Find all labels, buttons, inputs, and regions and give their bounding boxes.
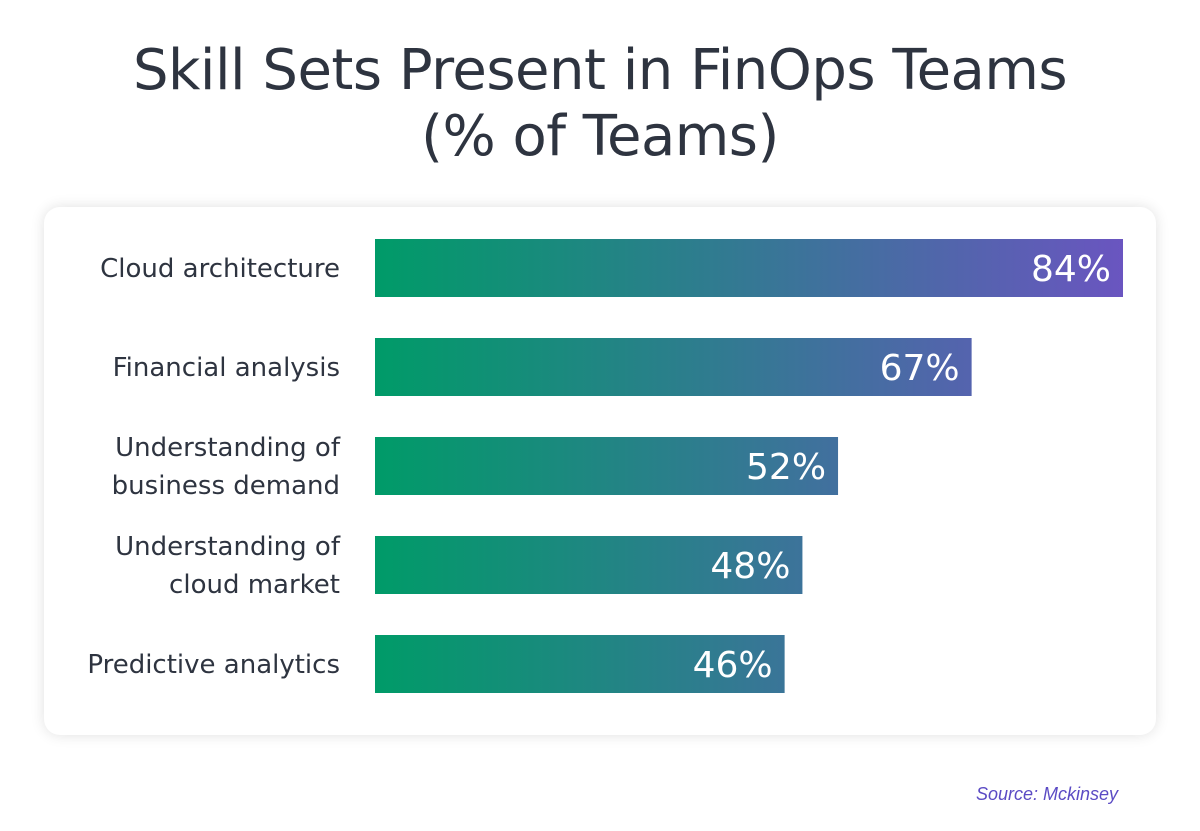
source-note: Source: Mckinsey: [975, 784, 1118, 804]
bar-value-label: 46%: [693, 645, 773, 686]
category-label: Predictive analytics: [87, 650, 340, 680]
chart-title-line-2: (% of Teams): [421, 104, 779, 169]
bar: [375, 635, 785, 693]
bar-value-label: 67%: [880, 348, 960, 389]
bar: [375, 239, 1123, 297]
category-label: Understanding of: [115, 532, 341, 562]
bar: [375, 338, 972, 396]
category-label: Financial analysis: [113, 353, 340, 383]
category-label: Understanding of: [115, 433, 341, 463]
chart-title-line-1: Skill Sets Present in FinOps Teams: [132, 38, 1068, 103]
chart-title: Skill Sets Present in FinOps Teams (% of…: [0, 38, 1200, 170]
bar-value-label: 84%: [1031, 249, 1111, 290]
bar: [375, 536, 803, 594]
bar: [375, 437, 839, 495]
bar-value-label: 48%: [710, 546, 790, 587]
category-label: business demand: [112, 471, 340, 501]
category-label: cloud market: [169, 570, 340, 600]
bar-value-label: 52%: [746, 447, 826, 488]
category-label: Cloud architecture: [100, 254, 340, 284]
